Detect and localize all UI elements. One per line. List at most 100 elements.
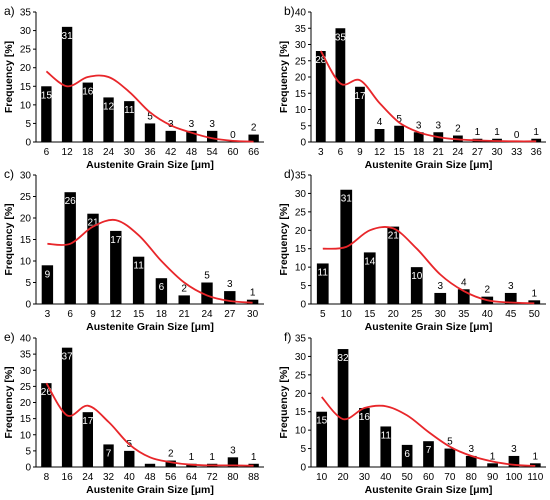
bar bbox=[487, 463, 498, 467]
data-label: 16 bbox=[359, 412, 371, 423]
x-tick-label: 48 bbox=[186, 147, 198, 158]
y-tick-label: 5 bbox=[25, 119, 31, 130]
y-tick-label: 35 bbox=[295, 334, 307, 345]
y-tick-label: 20 bbox=[20, 214, 32, 225]
y-tick-label: 10 bbox=[295, 105, 307, 116]
data-label: 3 bbox=[416, 120, 422, 131]
x-tick-label: 9 bbox=[357, 147, 363, 158]
bar bbox=[387, 226, 400, 304]
bar bbox=[337, 349, 349, 467]
bar bbox=[61, 26, 73, 142]
y-tick-label: 0 bbox=[300, 300, 306, 311]
x-tick-label: 48 bbox=[144, 472, 156, 483]
data-label: 28 bbox=[315, 55, 327, 66]
bar bbox=[64, 192, 76, 304]
data-label: 16 bbox=[82, 87, 94, 98]
y-tick-label: 15 bbox=[20, 414, 32, 425]
x-tick-label: 6 bbox=[67, 309, 73, 320]
fit-curve bbox=[47, 218, 253, 304]
bar bbox=[316, 411, 328, 467]
bar bbox=[374, 129, 385, 142]
data-label: 0 bbox=[230, 130, 236, 141]
bar bbox=[465, 455, 477, 467]
y-tick-label: 0 bbox=[300, 463, 306, 474]
data-label: 5 bbox=[204, 271, 210, 282]
data-label: 12 bbox=[103, 101, 115, 112]
y-axis-title: Frequency [%] bbox=[278, 366, 290, 438]
x-tick-label: 88 bbox=[248, 472, 260, 483]
data-label: 0 bbox=[514, 130, 520, 141]
y-tick-label: 25 bbox=[295, 56, 307, 67]
bar bbox=[315, 51, 326, 142]
chart-panel-d: d)05101520253035511103115142021251030335… bbox=[278, 167, 546, 333]
y-tick-label: 10 bbox=[20, 430, 32, 441]
data-label: 14 bbox=[364, 256, 376, 267]
bar bbox=[132, 256, 145, 304]
chart-panel-c: c) 0 5 10 15 20 25 30 3 9 6 26 9 21 12 17 15 11 18 6 21 2 24 5 2… bbox=[3, 167, 264, 333]
y-tick-label: 25 bbox=[20, 382, 32, 393]
x-tick-label: 90 bbox=[487, 472, 499, 483]
fit-curve bbox=[320, 50, 537, 143]
y-tick-label: 15 bbox=[295, 89, 307, 100]
bar bbox=[201, 282, 213, 304]
y-tick-label: 25 bbox=[295, 207, 307, 218]
x-tick-label: 60 bbox=[423, 472, 435, 483]
x-tick-label: 32 bbox=[103, 472, 115, 483]
fit-curve bbox=[45, 382, 254, 467]
y-tick-label: 10 bbox=[295, 426, 307, 437]
x-tick-label: 72 bbox=[207, 472, 219, 483]
data-label: 6 bbox=[159, 282, 165, 293]
data-label: 31 bbox=[62, 31, 74, 42]
bar bbox=[207, 130, 218, 142]
data-label: 11 bbox=[318, 267, 329, 278]
x-tick-label: 30 bbox=[247, 309, 259, 320]
x-axis-title: Austenite Grain Size [μm] bbox=[365, 159, 493, 171]
data-label: 32 bbox=[337, 353, 349, 364]
data-label: 3 bbox=[511, 444, 517, 455]
data-label: 11 bbox=[381, 430, 392, 441]
x-tick-label: 33 bbox=[511, 147, 523, 158]
x-tick-label: 60 bbox=[227, 147, 239, 158]
panel-label: b) bbox=[284, 4, 295, 18]
data-label: 1 bbox=[531, 288, 537, 299]
bar bbox=[144, 463, 156, 467]
data-label: 3 bbox=[230, 445, 236, 456]
chart-panel-f: f)05101520253035101520323016401150660770… bbox=[278, 330, 546, 496]
y-tick-label: 0 bbox=[25, 300, 31, 311]
bar bbox=[41, 86, 52, 142]
y-tick-label: 25 bbox=[20, 192, 32, 203]
y-tick-label: 30 bbox=[295, 189, 307, 200]
bar bbox=[178, 295, 190, 304]
y-axis-title: Frequency [%] bbox=[278, 41, 290, 113]
x-axis-title: Austenite Grain Size [μm] bbox=[86, 484, 214, 495]
panel-label: f) bbox=[284, 330, 291, 344]
y-tick-label: 40 bbox=[295, 8, 307, 19]
data-label: 4 bbox=[461, 277, 467, 288]
x-tick-label: 6 bbox=[44, 147, 50, 158]
y-tick-label: 30 bbox=[20, 26, 32, 37]
data-label: 17 bbox=[110, 235, 122, 246]
x-tick-label: 6 bbox=[338, 147, 344, 158]
y-tick-label: 20 bbox=[295, 226, 307, 237]
x-tick-label: 20 bbox=[388, 309, 400, 320]
x-tick-label: 10 bbox=[316, 472, 328, 483]
y-tick-label: 5 bbox=[300, 444, 306, 455]
bar bbox=[82, 412, 93, 467]
data-label: 1 bbox=[251, 452, 257, 463]
bar bbox=[508, 455, 520, 467]
x-axis-title: Austenite Grain Size [μm] bbox=[86, 159, 214, 171]
x-tick-label: 66 bbox=[248, 147, 260, 158]
bar bbox=[61, 347, 73, 467]
data-label: 2 bbox=[181, 283, 187, 294]
x-tick-label: 27 bbox=[224, 309, 236, 320]
bar bbox=[110, 230, 122, 304]
x-tick-label: 42 bbox=[165, 147, 177, 158]
x-tick-label: 21 bbox=[433, 147, 445, 158]
data-label: 2 bbox=[168, 449, 174, 460]
y-axis-title: Frequency [%] bbox=[278, 203, 290, 275]
bar bbox=[423, 441, 434, 467]
y-tick-label: 30 bbox=[295, 40, 307, 51]
x-tick-label: 56 bbox=[165, 472, 177, 483]
bar bbox=[355, 86, 365, 142]
